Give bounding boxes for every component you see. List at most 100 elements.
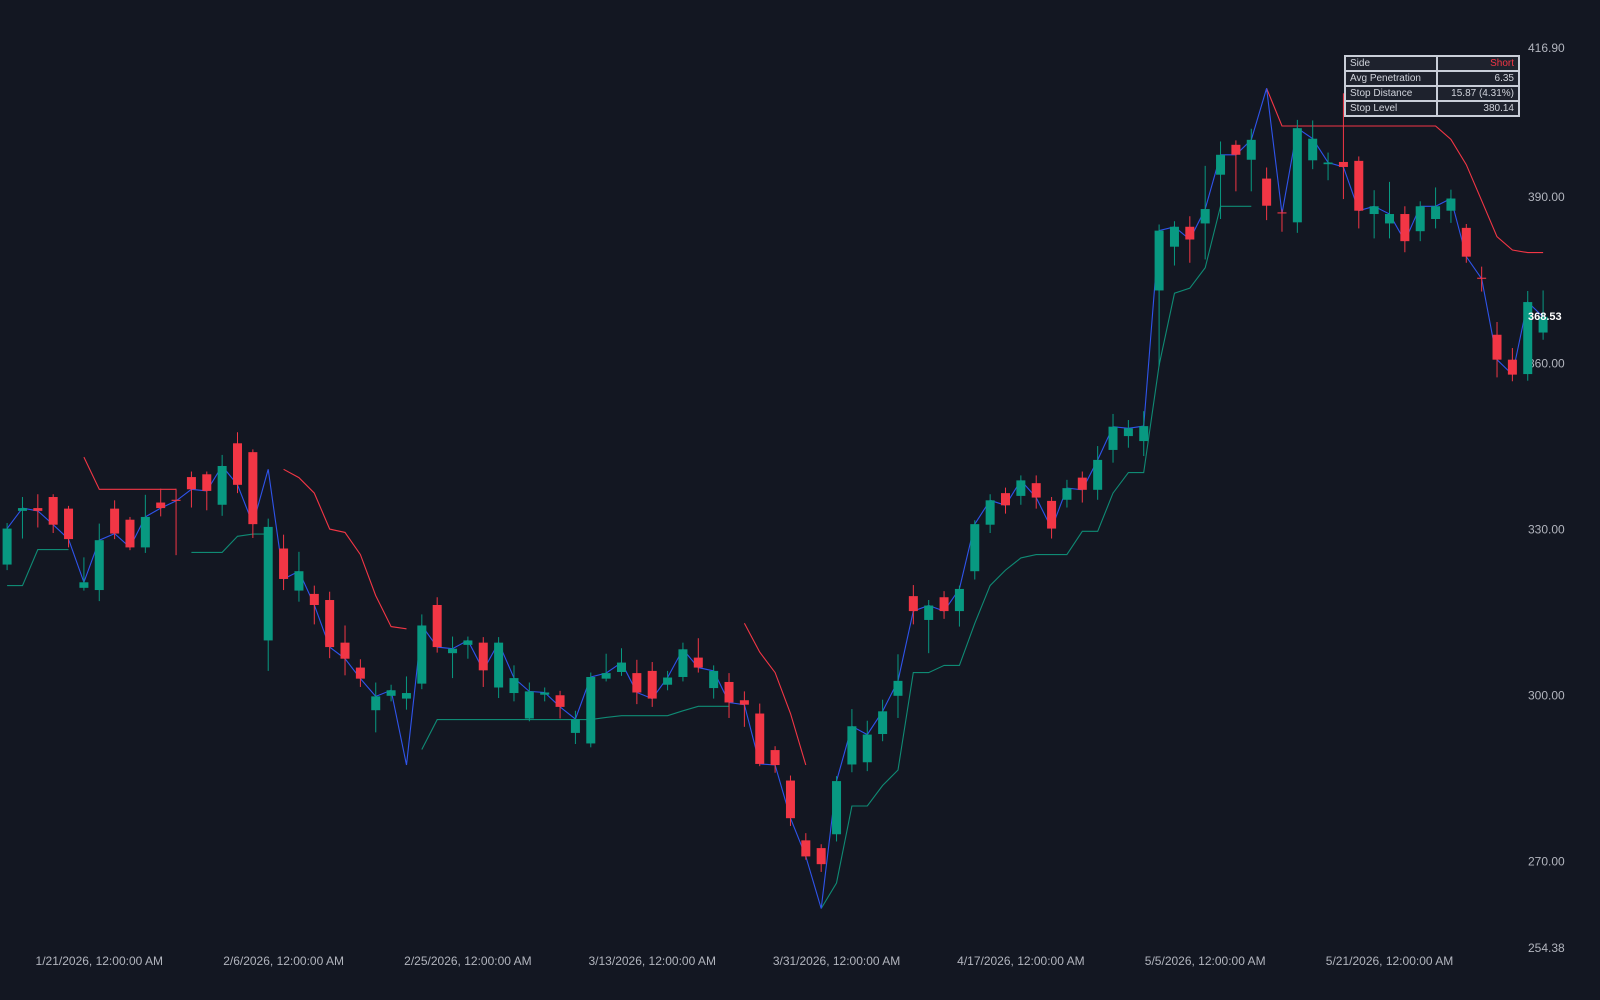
candle-body bbox=[678, 649, 688, 677]
candle-body bbox=[1077, 477, 1087, 490]
candle-body bbox=[263, 526, 273, 641]
table-value: 380.14 bbox=[1436, 100, 1520, 117]
x-tick-label: 2/6/2026, 12:00:00 AM bbox=[223, 954, 344, 968]
candle-body bbox=[1062, 488, 1072, 500]
candle-body bbox=[110, 508, 120, 534]
candle-body bbox=[1169, 226, 1179, 247]
candle-body bbox=[524, 691, 534, 719]
candle-body bbox=[1108, 426, 1118, 450]
x-tick-label: 3/13/2026, 12:00:00 AM bbox=[589, 954, 716, 968]
candle-body bbox=[494, 642, 504, 688]
info-table: Side Short Avg Penetration 6.35 Stop Dista… bbox=[1344, 55, 1520, 117]
candle-body bbox=[1446, 198, 1456, 211]
candle-body bbox=[847, 726, 857, 765]
candle-body bbox=[156, 502, 166, 509]
candle-body bbox=[1185, 226, 1195, 240]
candle-body bbox=[432, 604, 442, 648]
candle-body bbox=[1123, 428, 1133, 437]
y-tick-label: 330.00 bbox=[1528, 522, 1565, 536]
candle-body bbox=[1292, 128, 1302, 223]
candle-body bbox=[1323, 162, 1333, 165]
candle-body bbox=[509, 678, 519, 694]
candle-body bbox=[202, 474, 212, 491]
candle-body bbox=[632, 673, 642, 693]
candle-body bbox=[739, 700, 749, 705]
candle-body bbox=[125, 519, 135, 548]
candle-body bbox=[908, 596, 918, 612]
candle-body bbox=[985, 500, 995, 525]
y-tick-label: 270.00 bbox=[1528, 855, 1565, 869]
candle-body bbox=[970, 524, 980, 572]
x-tick-label: 3/31/2026, 12:00:00 AM bbox=[773, 954, 900, 968]
table-row: Side Short bbox=[1344, 55, 1520, 72]
candle-body bbox=[1492, 334, 1502, 360]
overlay-line bbox=[7, 205, 1252, 909]
x-tick-label: 5/21/2026, 12:00:00 AM bbox=[1326, 954, 1453, 968]
candle-body bbox=[586, 676, 596, 744]
candle-body bbox=[555, 695, 565, 707]
x-tick-label: 4/17/2026, 12:00:00 AM bbox=[957, 954, 1084, 968]
candle-body bbox=[893, 680, 903, 696]
candle-body bbox=[325, 600, 335, 648]
candle-body bbox=[233, 443, 242, 485]
candle-body bbox=[17, 508, 27, 511]
candle-body bbox=[1262, 178, 1272, 206]
candle-body bbox=[217, 465, 227, 505]
candle-body bbox=[309, 593, 319, 605]
candle-body bbox=[355, 667, 365, 679]
candle-body bbox=[1200, 209, 1210, 224]
candle-body bbox=[693, 657, 703, 668]
candle-body bbox=[1154, 230, 1164, 291]
overlay-line bbox=[6, 88, 1544, 909]
candle-body bbox=[2, 528, 12, 565]
candle-body bbox=[816, 848, 826, 865]
candle-body bbox=[1216, 154, 1226, 175]
candle-body bbox=[448, 648, 458, 654]
candle-body bbox=[785, 780, 795, 819]
candle-body bbox=[186, 477, 196, 490]
candle-body bbox=[94, 540, 104, 591]
table-row: Stop Level 380.14 bbox=[1344, 100, 1520, 117]
candle-body bbox=[1523, 302, 1533, 375]
candle-body bbox=[340, 642, 350, 659]
candle-body bbox=[463, 640, 473, 645]
last-price-label: 368.53 bbox=[1528, 311, 1562, 323]
candle-body bbox=[832, 781, 842, 835]
candle-body bbox=[1308, 138, 1318, 161]
candle-body bbox=[1369, 206, 1379, 215]
candle-body bbox=[862, 734, 872, 763]
candle-body bbox=[601, 673, 611, 679]
candle-body bbox=[1400, 214, 1410, 242]
candle-body bbox=[401, 693, 411, 699]
candle-body bbox=[755, 713, 765, 764]
candle-body bbox=[1431, 206, 1441, 220]
candle-body bbox=[617, 662, 626, 673]
table-key: Stop Distance bbox=[1344, 85, 1438, 102]
candle-body bbox=[1477, 277, 1487, 279]
candle-body bbox=[1139, 426, 1149, 442]
y-tick-label: 254.38 bbox=[1528, 941, 1565, 955]
table-value: 6.35 bbox=[1436, 70, 1520, 87]
table-row: Stop Distance 15.87 (4.31%) bbox=[1344, 85, 1520, 102]
candle-body bbox=[924, 605, 934, 620]
candle-body bbox=[770, 750, 780, 766]
candle-body bbox=[386, 690, 396, 696]
y-tick-label: 360.00 bbox=[1528, 356, 1565, 370]
candle-body bbox=[1231, 144, 1241, 155]
x-tick-label: 1/21/2026, 12:00:00 AM bbox=[36, 954, 163, 968]
candle-body bbox=[294, 571, 304, 591]
candle-body bbox=[417, 625, 427, 684]
candle-body bbox=[709, 670, 719, 689]
candle-body bbox=[79, 582, 89, 588]
candle-body bbox=[1031, 483, 1041, 498]
candle-body bbox=[64, 508, 74, 540]
y-tick-label: 416.90 bbox=[1528, 41, 1565, 55]
candle-body bbox=[1338, 161, 1348, 167]
candle-body bbox=[939, 597, 949, 612]
candle-body bbox=[570, 719, 580, 733]
table-value: 15.87 (4.31%) bbox=[1436, 85, 1520, 102]
x-tick-label: 5/5/2026, 12:00:00 AM bbox=[1145, 954, 1266, 968]
y-tick-label: 390.00 bbox=[1528, 190, 1565, 204]
